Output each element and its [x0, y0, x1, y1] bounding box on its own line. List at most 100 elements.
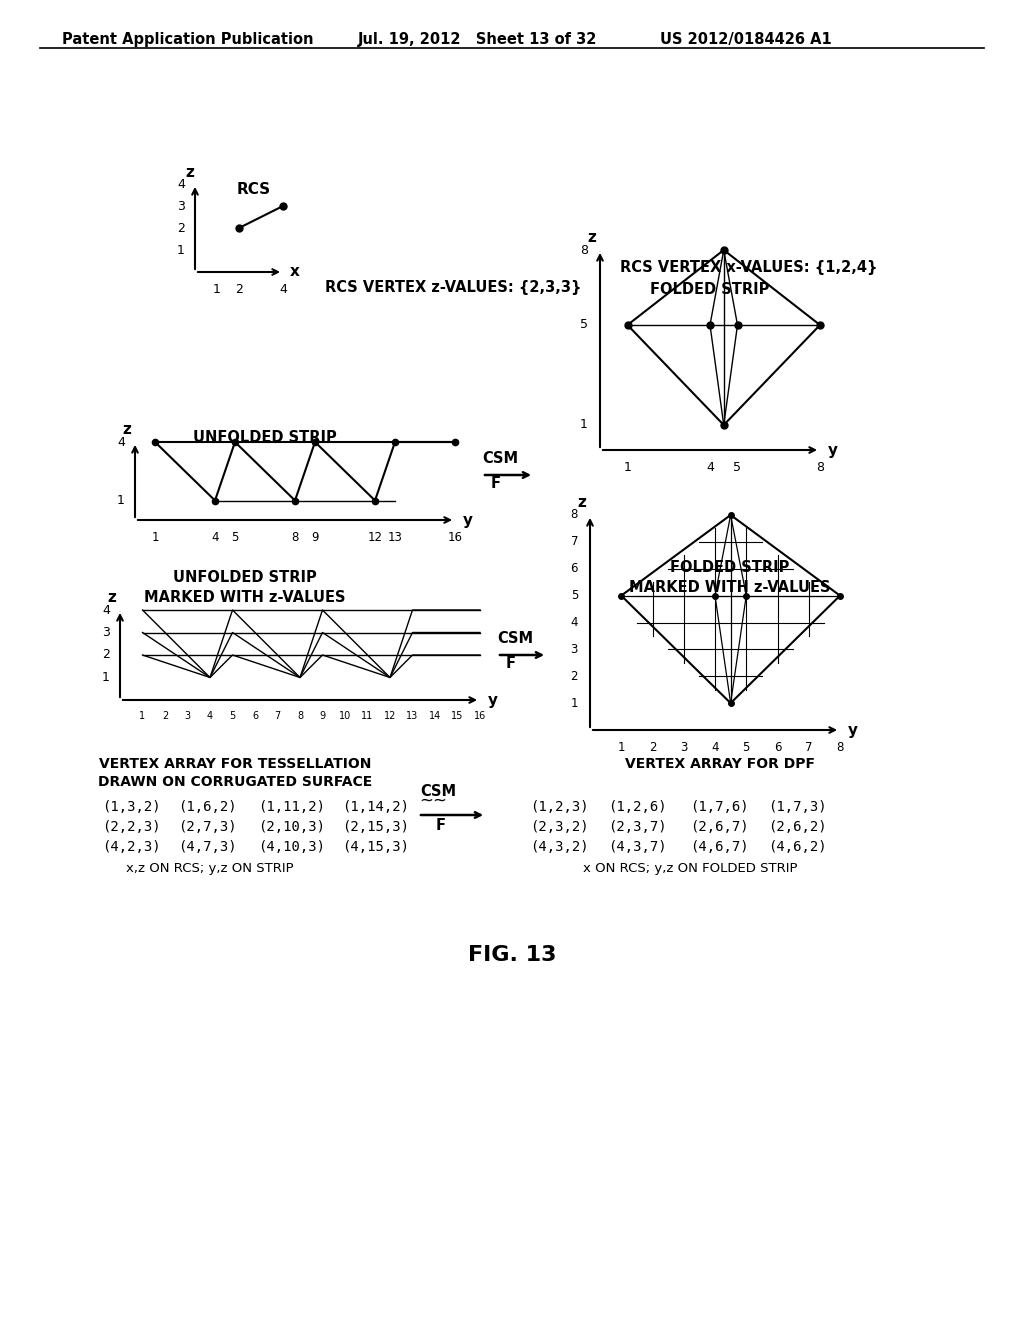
- Text: 7: 7: [570, 536, 578, 548]
- Text: 1: 1: [139, 711, 145, 721]
- Text: 2: 2: [649, 741, 656, 754]
- Text: (2,2,3): (2,2,3): [102, 820, 161, 834]
- Text: 4: 4: [102, 603, 110, 616]
- Text: UNFOLDED STRIP: UNFOLDED STRIP: [194, 430, 337, 445]
- Text: 9: 9: [311, 531, 318, 544]
- Text: 1: 1: [624, 461, 632, 474]
- Text: 1: 1: [581, 418, 588, 432]
- Text: z: z: [588, 230, 596, 246]
- Text: (4,7,3): (4,7,3): [178, 840, 237, 854]
- Text: RCS VERTEX x-VALUES: {1,2,4}: RCS VERTEX x-VALUES: {1,2,4}: [620, 260, 878, 275]
- Text: VERTEX ARRAY FOR TESSELLATION: VERTEX ARRAY FOR TESSELLATION: [98, 756, 371, 771]
- Text: x,z ON RCS; y,z ON STRIP: x,z ON RCS; y,z ON STRIP: [126, 862, 294, 875]
- Text: 1: 1: [617, 741, 625, 754]
- Text: (2,3,2): (2,3,2): [530, 820, 589, 834]
- Text: 8: 8: [816, 461, 824, 474]
- Text: (2,6,2): (2,6,2): [768, 820, 826, 834]
- Text: FOLDED STRIP: FOLDED STRIP: [671, 560, 790, 576]
- Text: Patent Application Publication: Patent Application Publication: [62, 32, 313, 48]
- Text: z: z: [123, 422, 131, 437]
- Text: 4: 4: [707, 461, 714, 474]
- Text: 5: 5: [231, 531, 239, 544]
- Text: 1: 1: [102, 671, 110, 684]
- Text: 2: 2: [177, 222, 185, 235]
- Text: (1,2,3): (1,2,3): [530, 800, 589, 814]
- Text: 1: 1: [213, 282, 221, 296]
- Text: (1,2,6): (1,2,6): [608, 800, 667, 814]
- Text: CSM: CSM: [420, 784, 456, 799]
- Text: 14: 14: [429, 711, 441, 721]
- Text: 2: 2: [570, 669, 578, 682]
- Text: 1: 1: [152, 531, 159, 544]
- Text: z: z: [185, 165, 195, 180]
- Text: DRAWN ON CORRUGATED SURFACE: DRAWN ON CORRUGATED SURFACE: [98, 775, 372, 789]
- Text: CSM: CSM: [482, 451, 518, 466]
- Text: (1,7,6): (1,7,6): [690, 800, 749, 814]
- Text: ~~: ~~: [419, 792, 447, 810]
- Text: 15: 15: [452, 711, 464, 721]
- Text: x ON RCS; y,z ON FOLDED STRIP: x ON RCS; y,z ON FOLDED STRIP: [583, 862, 798, 875]
- Text: 2: 2: [162, 711, 168, 721]
- Text: 8: 8: [837, 741, 844, 754]
- Text: 7: 7: [274, 711, 281, 721]
- Text: (4,6,7): (4,6,7): [690, 840, 749, 854]
- Text: 11: 11: [361, 711, 374, 721]
- Text: 3: 3: [177, 199, 185, 213]
- Text: x: x: [290, 264, 300, 280]
- Text: 16: 16: [474, 711, 486, 721]
- Text: y: y: [488, 693, 498, 708]
- Text: (2,7,3): (2,7,3): [178, 820, 237, 834]
- Text: (4,3,2): (4,3,2): [530, 840, 589, 854]
- Text: (4,3,7): (4,3,7): [608, 840, 667, 854]
- Text: (1,14,2): (1,14,2): [342, 800, 409, 814]
- Text: 1: 1: [570, 697, 578, 710]
- Text: MARKED WITH z-VALUES: MARKED WITH z-VALUES: [630, 579, 830, 595]
- Text: 13: 13: [407, 711, 419, 721]
- Text: 5: 5: [742, 741, 750, 754]
- Text: 13: 13: [387, 531, 402, 544]
- Text: (1,7,3): (1,7,3): [768, 800, 826, 814]
- Text: (2,6,7): (2,6,7): [690, 820, 749, 834]
- Text: FIG. 13: FIG. 13: [468, 945, 556, 965]
- Text: 6: 6: [252, 711, 258, 721]
- Text: 6: 6: [570, 562, 578, 576]
- Text: (2,3,7): (2,3,7): [608, 820, 667, 834]
- Text: 5: 5: [733, 461, 741, 474]
- Text: UNFOLDED STRIP: UNFOLDED STRIP: [173, 570, 316, 585]
- Text: 12: 12: [384, 711, 396, 721]
- Text: 8: 8: [570, 508, 578, 521]
- Text: FOLDED STRIP: FOLDED STRIP: [650, 282, 770, 297]
- Text: 3: 3: [184, 711, 190, 721]
- Text: 10: 10: [339, 711, 351, 721]
- Text: 4: 4: [117, 436, 125, 449]
- Text: US 2012/0184426 A1: US 2012/0184426 A1: [660, 32, 831, 48]
- Text: RCS VERTEX z-VALUES: {2,3,3}: RCS VERTEX z-VALUES: {2,3,3}: [325, 280, 582, 294]
- Text: 2: 2: [236, 282, 243, 296]
- Text: CSM: CSM: [497, 631, 534, 645]
- Text: 16: 16: [447, 531, 463, 544]
- Text: 5: 5: [229, 711, 236, 721]
- Text: 2: 2: [102, 648, 110, 661]
- Text: 5: 5: [570, 589, 578, 602]
- Text: RCS: RCS: [237, 182, 271, 197]
- Text: 4: 4: [177, 177, 185, 190]
- Text: (4,2,3): (4,2,3): [102, 840, 161, 854]
- Text: 4: 4: [207, 711, 213, 721]
- Text: F: F: [506, 656, 516, 671]
- Text: 3: 3: [680, 741, 687, 754]
- Text: (1,3,2): (1,3,2): [102, 800, 161, 814]
- Text: 5: 5: [580, 318, 588, 331]
- Text: y: y: [828, 442, 838, 458]
- Text: 12: 12: [368, 531, 383, 544]
- Text: (2,15,3): (2,15,3): [342, 820, 409, 834]
- Text: 3: 3: [102, 626, 110, 639]
- Text: F: F: [490, 477, 501, 491]
- Text: (1,11,2): (1,11,2): [258, 800, 325, 814]
- Text: 6: 6: [774, 741, 781, 754]
- Text: 4: 4: [211, 531, 219, 544]
- Text: (2,10,3): (2,10,3): [258, 820, 325, 834]
- Text: 1: 1: [177, 243, 185, 256]
- Text: 8: 8: [291, 531, 299, 544]
- Text: Jul. 19, 2012   Sheet 13 of 32: Jul. 19, 2012 Sheet 13 of 32: [358, 32, 597, 48]
- Text: 4: 4: [570, 616, 578, 630]
